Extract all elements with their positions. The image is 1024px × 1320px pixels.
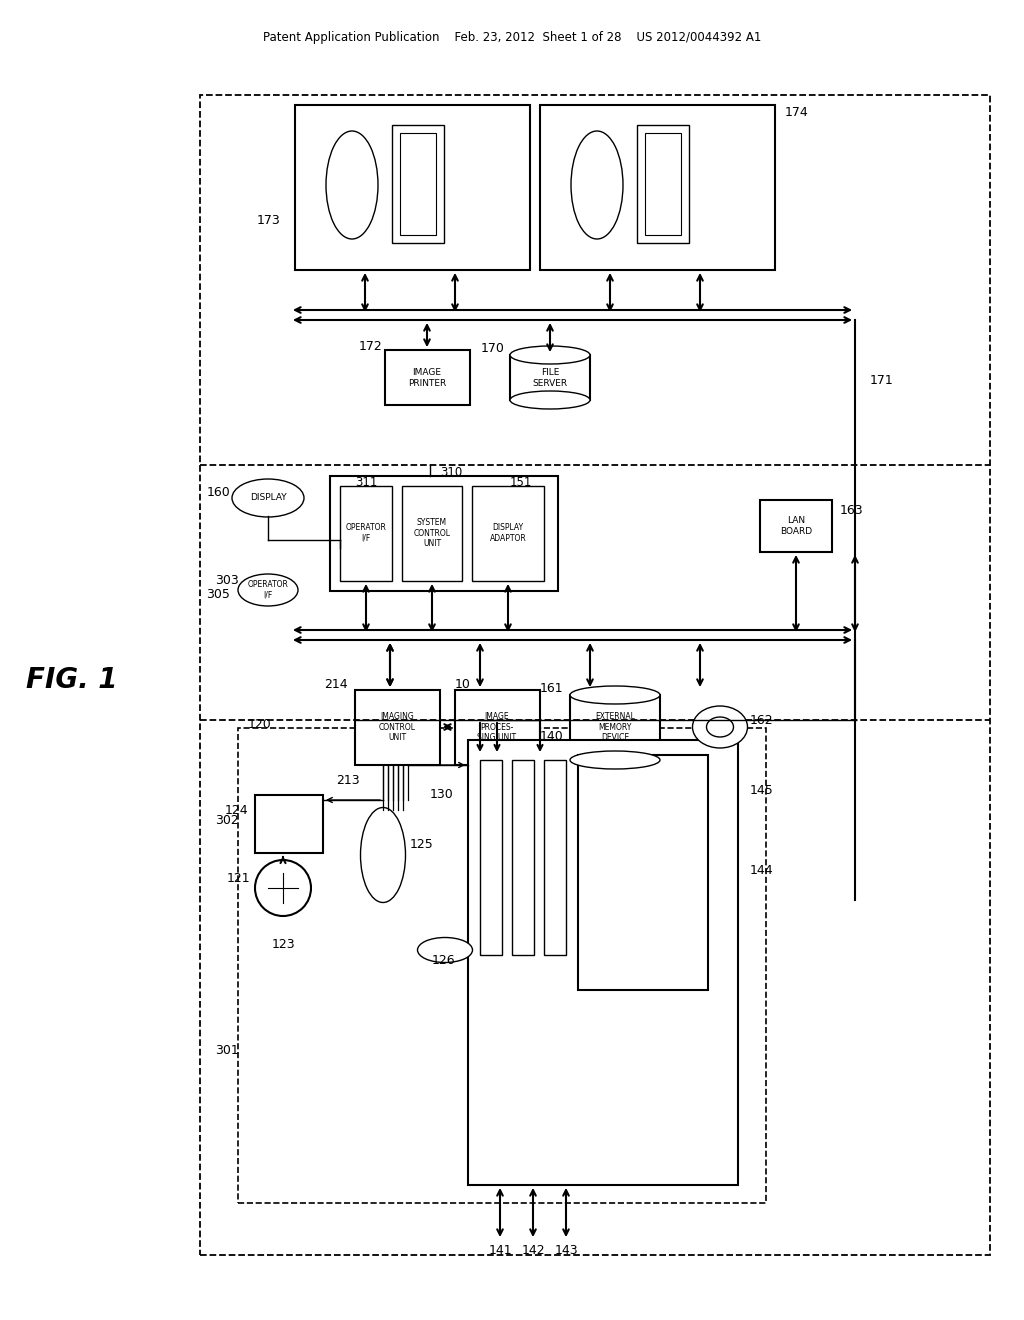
Text: FIG. 1: FIG. 1: [27, 667, 118, 694]
Text: OPERATOR
I/F: OPERATOR I/F: [248, 581, 289, 599]
Text: IMAGE
PRINTER: IMAGE PRINTER: [408, 368, 446, 388]
Ellipse shape: [570, 751, 660, 770]
Text: 163: 163: [840, 503, 863, 516]
Bar: [570, 696, 660, 760]
Bar: [468, 741, 738, 1185]
Text: 162: 162: [750, 714, 773, 726]
Ellipse shape: [707, 717, 733, 737]
Text: 142: 142: [521, 1243, 545, 1257]
Text: 126: 126: [432, 953, 456, 966]
Bar: [510, 355, 590, 400]
Text: 174: 174: [785, 107, 809, 120]
Text: FILE
SERVER: FILE SERVER: [532, 368, 567, 388]
Bar: [402, 486, 462, 581]
Bar: [455, 690, 540, 766]
Text: 172: 172: [358, 341, 382, 354]
Text: IMAGING
CONTROL
UNIT: IMAGING CONTROL UNIT: [379, 711, 416, 742]
Bar: [645, 133, 681, 235]
Text: 143: 143: [554, 1243, 578, 1257]
Text: 121: 121: [226, 871, 250, 884]
Text: 140: 140: [540, 730, 564, 742]
Text: EXTERNAL
MEMORY
DEVICE: EXTERNAL MEMORY DEVICE: [595, 711, 635, 742]
Bar: [340, 486, 392, 581]
Text: 160: 160: [206, 486, 230, 499]
Text: 124: 124: [224, 804, 248, 817]
Bar: [578, 755, 708, 990]
Text: 170: 170: [481, 342, 505, 355]
Ellipse shape: [360, 808, 406, 903]
Text: 123: 123: [271, 939, 295, 952]
Text: 151: 151: [510, 475, 532, 488]
Text: 311: 311: [355, 475, 378, 488]
Ellipse shape: [510, 391, 590, 409]
Text: OPERATOR
I/F: OPERATOR I/F: [345, 523, 386, 543]
Text: IMAGE
PROCES-
SING UNIT: IMAGE PROCES- SING UNIT: [477, 711, 516, 742]
Text: DISPLAY: DISPLAY: [250, 494, 287, 503]
Text: LAN
BOARD: LAN BOARD: [780, 516, 812, 536]
Text: 145: 145: [750, 784, 774, 796]
Text: 213: 213: [336, 774, 360, 787]
Bar: [472, 486, 544, 581]
Text: 120: 120: [248, 718, 271, 730]
Text: 144: 144: [750, 863, 773, 876]
Bar: [512, 760, 534, 954]
Text: SYSTEM
CONTROL
UNIT: SYSTEM CONTROL UNIT: [414, 519, 451, 548]
Ellipse shape: [571, 131, 623, 239]
Text: DISPLAY
ADAPTOR: DISPLAY ADAPTOR: [489, 523, 526, 543]
Ellipse shape: [326, 131, 378, 239]
Ellipse shape: [232, 479, 304, 517]
Bar: [355, 690, 440, 766]
Ellipse shape: [418, 937, 472, 962]
Bar: [385, 350, 470, 405]
Text: 10: 10: [455, 678, 471, 692]
Bar: [238, 729, 766, 1203]
Text: 301: 301: [215, 1044, 239, 1056]
Text: Patent Application Publication    Feb. 23, 2012  Sheet 1 of 28    US 2012/004439: Patent Application Publication Feb. 23, …: [263, 32, 761, 45]
Text: 161: 161: [540, 681, 563, 694]
Ellipse shape: [570, 686, 660, 704]
Text: 173: 173: [256, 214, 280, 227]
Bar: [637, 125, 689, 243]
Ellipse shape: [238, 574, 298, 606]
Bar: [200, 95, 990, 1255]
Text: 214: 214: [325, 678, 348, 692]
Bar: [760, 500, 831, 552]
Bar: [544, 760, 566, 954]
Bar: [480, 760, 502, 954]
Bar: [392, 125, 444, 243]
Bar: [330, 477, 558, 591]
Ellipse shape: [510, 346, 590, 364]
Ellipse shape: [692, 706, 748, 748]
Text: 303: 303: [215, 573, 239, 586]
Text: 305: 305: [206, 589, 230, 602]
Text: 130: 130: [430, 788, 454, 801]
Text: 171: 171: [870, 374, 894, 387]
Text: 125: 125: [410, 838, 434, 851]
Text: 302: 302: [215, 813, 239, 826]
Text: 310: 310: [440, 466, 462, 479]
Bar: [295, 106, 530, 271]
Bar: [540, 106, 775, 271]
Bar: [400, 133, 436, 235]
Text: 141: 141: [488, 1243, 512, 1257]
Bar: [255, 795, 323, 853]
